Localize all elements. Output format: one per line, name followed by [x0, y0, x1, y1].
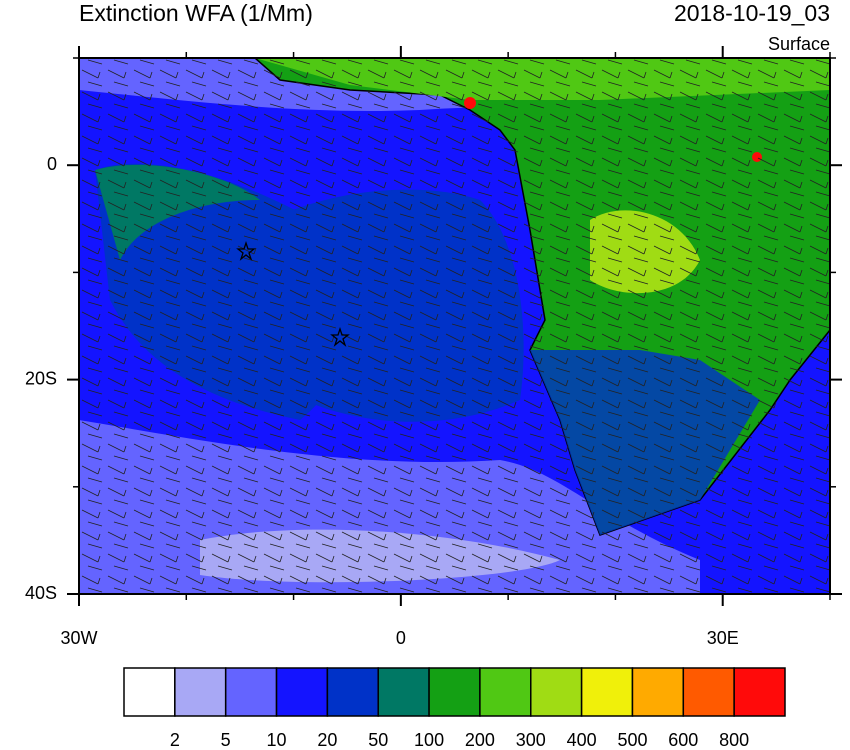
colorbar-box	[326, 667, 379, 717]
y-tick-label: 0	[47, 154, 57, 174]
x-tick-label: 30E	[707, 628, 739, 648]
colorbar-box	[428, 667, 481, 717]
colorbar-label: 200	[465, 730, 495, 750]
colorbar-label: 50	[368, 730, 388, 750]
colorbar-box	[174, 667, 227, 717]
colorbar-box	[377, 667, 430, 717]
site-marker	[236, 240, 256, 261]
level-label: Surface	[768, 34, 830, 54]
colorbar-box	[123, 667, 176, 717]
colorbar-label: 2	[170, 730, 180, 750]
colorbar-box	[631, 667, 685, 717]
colorbar-box	[224, 667, 278, 717]
colorbar-box	[479, 667, 532, 717]
x-tick-label: 30W	[60, 628, 97, 648]
colorbar-label: 300	[516, 730, 546, 750]
x-tick-label: 0	[396, 628, 406, 648]
map-field	[79, 58, 830, 594]
colorbar-label: 20	[317, 730, 337, 750]
colorbar-box	[275, 667, 329, 717]
axes: 30W 0 30E 0 20S 40S	[25, 46, 842, 648]
map-frame	[78, 57, 831, 595]
time-stamp: 2018-10-19_03	[674, 0, 830, 26]
colorbar-label: 500	[617, 730, 647, 750]
wind-barbs	[79, 58, 830, 594]
colorbar: 2 5 10 20 50 100 200 300 400 500 600 800	[123, 667, 786, 750]
colorbar-label: 600	[668, 730, 698, 750]
site-marker	[330, 326, 350, 347]
colorbar-label: 800	[719, 730, 749, 750]
colorbar-box	[682, 667, 735, 717]
colorbar-label: 400	[567, 730, 597, 750]
y-tick-label: 20S	[25, 368, 57, 388]
colorbar-box	[530, 667, 583, 717]
colorbar-label: 100	[414, 730, 444, 750]
colorbar-label: 10	[267, 730, 287, 750]
y-tick-label: 40S	[25, 583, 57, 603]
colorbar-box	[580, 667, 634, 717]
colorbar-label: 5	[221, 730, 231, 750]
colorbar-box	[733, 667, 786, 717]
title: Extinction WFA (1/Mm)	[79, 0, 313, 26]
